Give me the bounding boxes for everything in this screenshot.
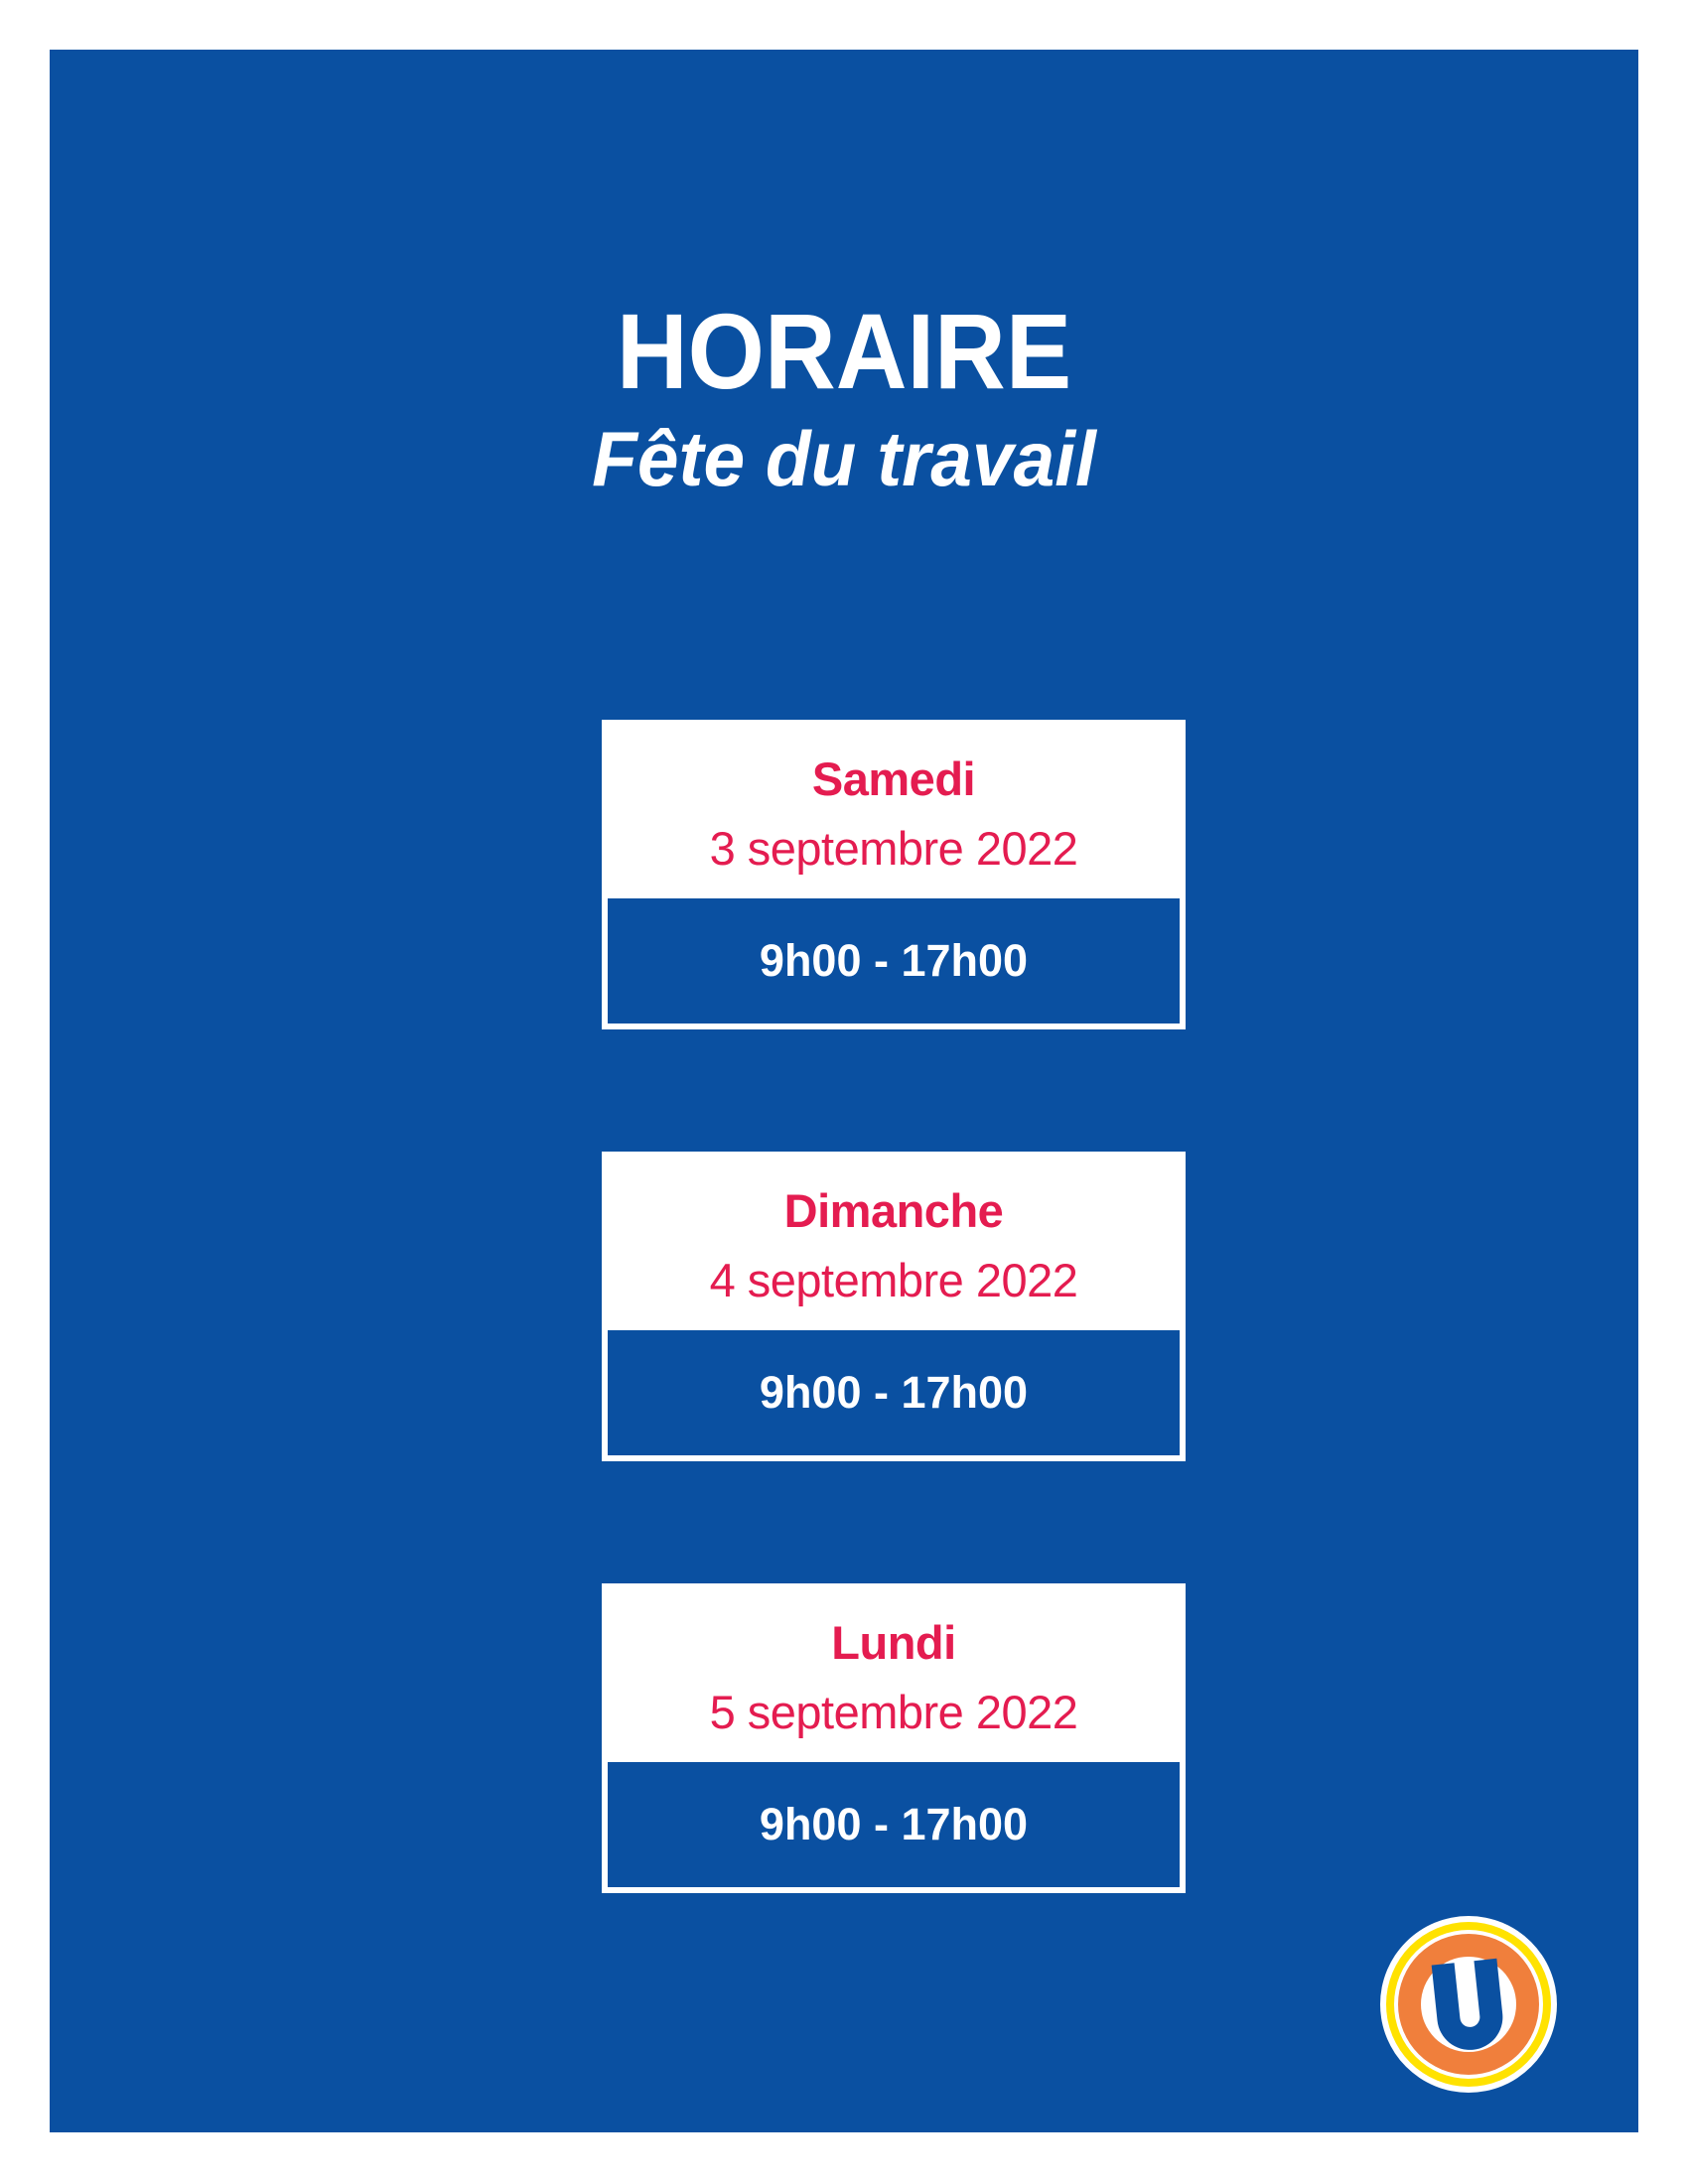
schedule-day-name: Lundi	[831, 1616, 956, 1669]
schedule-hours-band: 9h00 - 17h00	[607, 897, 1181, 1025]
schedule-hours-band: 9h00 - 17h00	[607, 1761, 1181, 1889]
brand-logo	[1378, 1914, 1559, 2095]
page-title: HORAIRE	[616, 291, 1072, 411]
schedule-hours-frame: 9h00 - 17h00	[602, 1761, 1186, 1894]
schedule-day-date: 4 septembre 2022	[709, 1253, 1078, 1306]
schedule-hours-frame: 9h00 - 17h00	[602, 1329, 1186, 1462]
page-subtitle: Fête du travail	[592, 415, 1096, 502]
schedule-card: Lundi 5 septembre 2022 9h00 - 17h00	[602, 1583, 1186, 1894]
uniprix-u-logo-icon	[1380, 1916, 1557, 2093]
schedule-day-name: Dimanche	[783, 1184, 1004, 1237]
schedule-card: Dimanche 4 septembre 2022 9h00 - 17h00	[602, 1152, 1186, 1462]
schedule-hours-text: 9h00 - 17h00	[759, 935, 1029, 987]
poster-header: HORAIRE Fête du travail	[50, 298, 1638, 500]
schedule-card: Samedi 3 septembre 2022 9h00 - 17h00	[602, 720, 1186, 1030]
poster-canvas: HORAIRE Fête du travail Samedi 3 septemb…	[50, 50, 1638, 2132]
schedule-hours-text: 9h00 - 17h00	[759, 1799, 1029, 1850]
schedule-card-header: Lundi 5 septembre 2022	[602, 1583, 1186, 1761]
schedule-hours-band: 9h00 - 17h00	[607, 1329, 1181, 1457]
schedule-card-header: Samedi 3 septembre 2022	[602, 720, 1186, 897]
schedule-hours-text: 9h00 - 17h00	[759, 1367, 1029, 1419]
schedule-card-header: Dimanche 4 septembre 2022	[602, 1152, 1186, 1329]
schedule-day-date: 3 septembre 2022	[709, 821, 1078, 875]
schedule-day-date: 5 septembre 2022	[709, 1685, 1078, 1738]
schedule-day-name: Samedi	[811, 752, 976, 805]
schedule-hours-frame: 9h00 - 17h00	[602, 897, 1186, 1030]
